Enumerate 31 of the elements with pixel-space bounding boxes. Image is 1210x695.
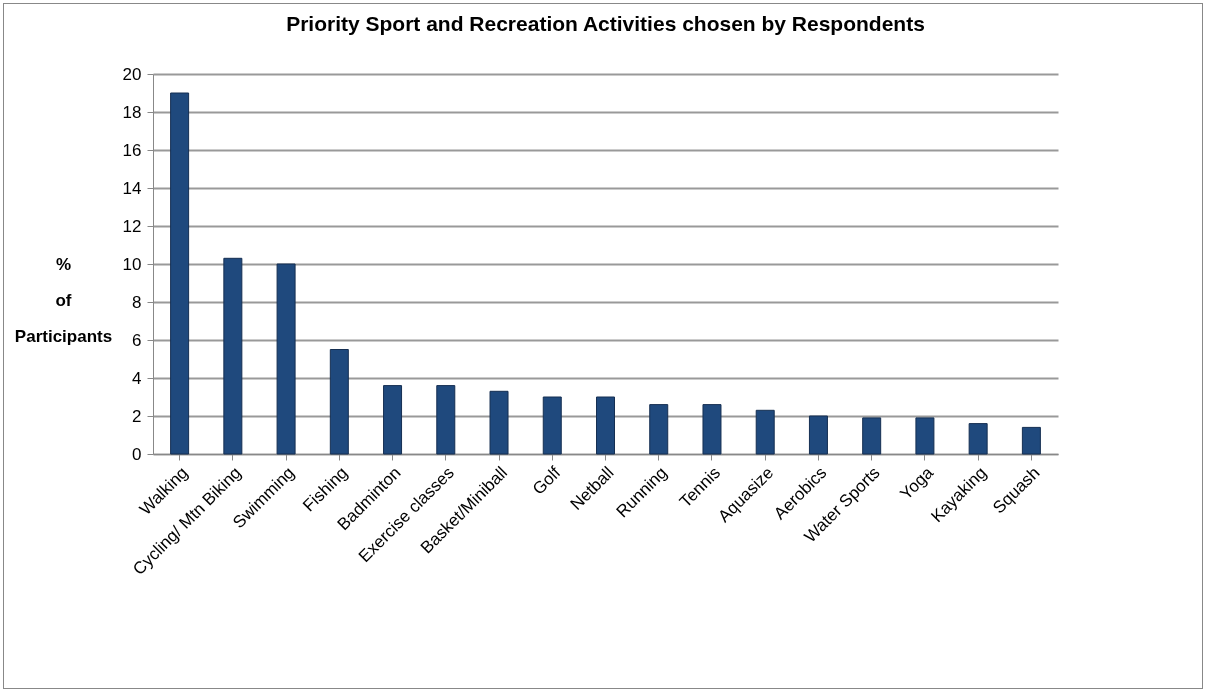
y-tick-label: 16 <box>122 140 142 160</box>
bar <box>329 349 349 455</box>
y-tick-label: 6 <box>132 330 142 350</box>
y-tick-label: 0 <box>132 444 142 464</box>
bar <box>383 385 403 455</box>
bar <box>596 396 615 455</box>
bar <box>436 385 456 455</box>
bar <box>862 417 882 455</box>
bar <box>223 257 243 455</box>
bar <box>489 390 509 455</box>
y-tick-label: 2 <box>132 406 142 426</box>
y-axis-title: % of Participants <box>14 254 113 346</box>
bar <box>968 423 988 455</box>
chart-title: Priority Sport and Recreation Activities chosen by Respondents <box>286 12 925 35</box>
y-tick-label: 10 <box>122 254 142 274</box>
x-tick-label: Golf <box>528 462 565 499</box>
bar <box>542 396 562 455</box>
bar <box>755 409 775 455</box>
bar <box>808 415 828 455</box>
y-tick-label: 12 <box>122 216 142 236</box>
bar <box>276 263 296 455</box>
bar <box>915 417 935 455</box>
y-tick-label: 4 <box>132 368 142 388</box>
bar <box>1021 426 1041 455</box>
y-tick-label: 8 <box>132 292 142 312</box>
bar <box>702 404 722 455</box>
y-tick-label: 18 <box>122 102 142 122</box>
bar <box>170 92 190 455</box>
bar <box>649 404 669 455</box>
y-tick-label: 20 <box>122 64 142 84</box>
y-tick-label: 14 <box>122 178 142 198</box>
